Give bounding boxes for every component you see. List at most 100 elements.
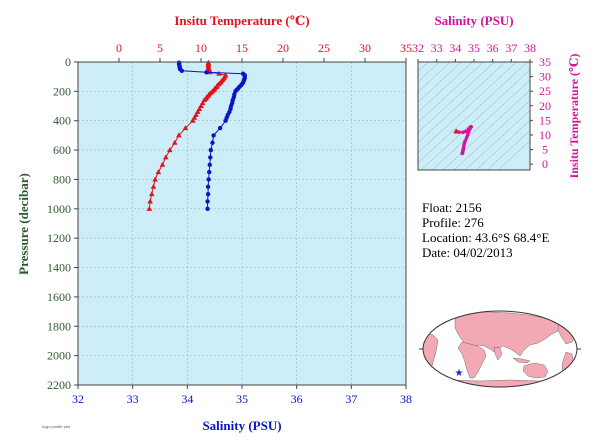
salinity-point [217,125,223,131]
salinity-point [204,70,209,75]
world-map: ★ [419,310,581,388]
temperature-point [159,161,166,167]
float-value: 2156 [455,200,482,215]
salinity-point [207,162,212,167]
ts-point [461,130,465,135]
footer-caption: Argo profile plot [42,424,71,429]
top-tick-label: 30 [359,41,371,55]
temperature-point [149,191,155,197]
left-tick-label: 1800 [47,319,71,333]
ts-contour [442,89,530,170]
salinity-point [207,169,212,175]
left-tick-label: 200 [53,84,71,98]
location-label: Location: [422,230,472,245]
left-tick-label: 2200 [47,378,71,392]
date-label: Date: [422,245,451,260]
profile-chart: 0 5 10 15 20 25 30 35 32 33 34 35 36 37 38 0 200 400 600 80… [16,13,412,433]
ts-y-tick-label: 0 [542,157,548,171]
ts-y-tick-label: 30 [539,70,551,84]
temperature-point [167,147,173,153]
profile-line: Profile: 276 [422,215,484,231]
ts-y-tick-label: 10 [539,128,551,142]
salinity-point [206,177,211,182]
land-australia [522,362,549,379]
location-line: Location: 43.6°S 68.4°E [422,230,549,246]
date-line: Date: 04/02/2013 [422,245,513,261]
left-tick-label: 1200 [47,231,71,245]
date-value: 04/02/2013 [453,245,513,260]
bottom-tick-label: 32 [72,392,84,406]
bottom-tick-label: 34 [181,392,193,406]
bottom-tick-label: 38 [400,392,412,406]
ts-point [464,136,469,140]
ts-contour [418,62,506,143]
left-tick-label: 600 [53,143,71,157]
salinity-point [208,155,213,160]
ts-x-tick-label: 33 [431,41,443,55]
top-tick-label: 20 [277,41,289,55]
salinity-point [205,184,211,189]
land-india [493,346,503,361]
left-tick-label: 1600 [47,290,71,304]
ts-contour [418,62,473,113]
profile-value: 276 [464,215,484,230]
salinity-point [223,118,228,123]
salinity-point [211,133,216,138]
left-tick-label: 400 [53,114,71,128]
ts-contour [418,62,451,93]
ts-x-tick-label: 38 [524,41,536,55]
profile-label: Profile: [422,215,461,230]
temperature-point [155,169,162,175]
location-value: 43.6°S 68.4°E [475,230,550,245]
top-tick-label: 35 [400,41,412,55]
profile-series [146,59,247,212]
temperature-point [207,69,213,75]
profile-ticks: 0 5 10 15 20 25 30 35 32 33 34 35 36 37 38 0 200 400 600 80… [47,41,412,406]
ts-x-tick-label: 32 [412,41,424,55]
float-label: Float: [422,200,453,215]
ts-contour [497,140,530,170]
temperature-point [190,117,196,123]
ts-contour [418,62,462,103]
ts-surface-marker [453,128,460,134]
ts-y-tick-label: 35 [539,55,551,69]
ts-density-contours [418,62,530,170]
ts-point [466,130,471,134]
left-tick-label: 1000 [47,202,71,216]
ts-contour [418,62,495,133]
ts-y-tick-label: 5 [542,143,548,157]
bottom-tick-label: 35 [236,392,248,406]
ts-x-tick-label: 36 [487,41,499,55]
salinity-point [208,147,214,153]
bottom-axis-title: Salinity (PSU) [202,418,281,433]
ts-contour [453,99,530,170]
left-tick-label: 800 [53,172,71,186]
ts-x-tick-label: 37 [505,41,517,55]
ts-y-tick-label: 20 [539,99,551,113]
salinity-point [205,206,210,212]
ts-x-tick-label: 35 [468,41,480,55]
land-indonesia [512,357,531,364]
land-antarctica [423,379,577,387]
temperature-point [176,132,182,138]
left-tick-label: 0 [65,55,71,69]
float-location-star-icon: ★ [455,368,464,379]
salinity-point [179,68,185,74]
temperature-point [152,176,158,182]
temperature-point [162,154,169,160]
ts-contour [418,62,484,123]
ts-contour [418,62,517,153]
ts-points [453,125,474,156]
top-tick-label: 5 [157,41,163,55]
top-axis-title: Insitu Temperature (℃) [174,13,309,28]
top-tick-label: 15 [236,41,248,55]
ts-point [463,129,468,134]
temperature-point [147,198,153,204]
float-line: Float: 2156 [422,200,482,216]
ts-contour [418,62,440,83]
left-tick-label: 2000 [47,349,71,363]
salinity-point [210,140,215,145]
